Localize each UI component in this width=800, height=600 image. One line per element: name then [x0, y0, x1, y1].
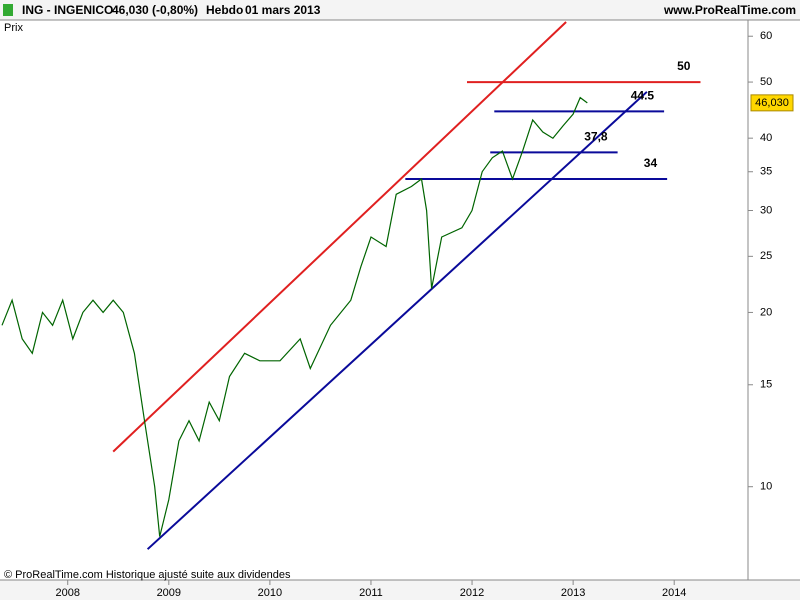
date: 01 mars 2013	[245, 3, 321, 17]
y-tick-label: 25	[760, 250, 772, 262]
level-label: 50	[677, 59, 691, 73]
trend-line	[112, 21, 567, 453]
x-tick-label: 2013	[561, 587, 585, 599]
x-axis-bar	[0, 580, 800, 600]
y-tick-label: 10	[760, 481, 772, 493]
panel-label: Prix	[4, 22, 23, 34]
y-tick-label: 50	[760, 76, 772, 88]
trend-line	[146, 91, 648, 550]
footer: © ProRealTime.com Historique ajusté suit…	[4, 569, 291, 581]
price-line	[1, 96, 588, 537]
period: Hebdo	[206, 3, 243, 17]
symbol: ING - INGENICO	[22, 3, 113, 17]
x-tick-label: 2009	[157, 587, 181, 599]
site: www.ProRealTime.com	[663, 3, 796, 17]
level-label: 37,8	[584, 130, 608, 144]
x-tick-label: 2010	[258, 587, 282, 599]
y-tick-label: 35	[760, 166, 772, 178]
y-tick-label: 20	[760, 306, 772, 318]
y-tick-label: 30	[760, 204, 772, 216]
header-bar	[0, 0, 800, 20]
quote: 46,030 (-0,80%)	[112, 3, 198, 17]
last-price-label: 46,030	[755, 97, 789, 109]
logo	[3, 4, 13, 16]
x-tick-label: 2012	[460, 587, 484, 599]
x-tick-label: 2014	[662, 587, 686, 599]
level-label: 44.5	[631, 89, 655, 103]
last-price-box	[750, 94, 794, 112]
y-tick-label: 60	[760, 30, 772, 42]
x-tick-label: 2011	[359, 587, 383, 599]
level-label: 34	[644, 156, 658, 170]
x-tick-label: 2008	[55, 587, 79, 599]
y-tick-label: 40	[760, 132, 772, 144]
y-tick-label: 15	[760, 379, 772, 391]
